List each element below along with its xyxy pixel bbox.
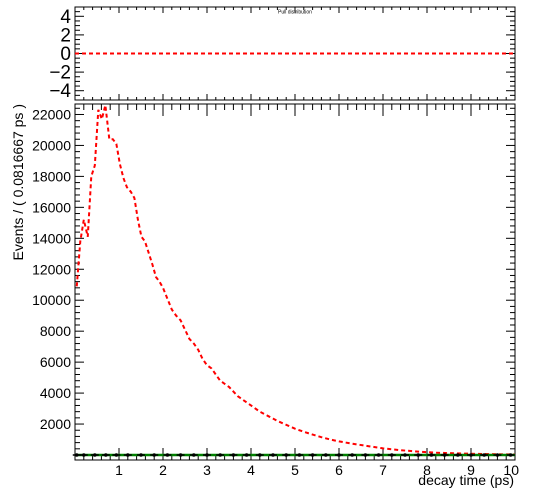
y-tick-label: 12000	[32, 261, 71, 277]
data-point	[74, 453, 79, 457]
y-tick-label: 18000	[32, 168, 71, 184]
data-point	[495, 453, 500, 457]
pull-y-tick-label: 4	[60, 7, 71, 28]
x-tick-label: 5	[291, 462, 299, 478]
data-point	[508, 453, 513, 457]
data-point	[271, 453, 275, 457]
data-point	[363, 453, 368, 457]
y-tick-label: 2000	[40, 416, 71, 432]
pull-y-tick-label: −4	[49, 81, 71, 102]
pull-y-tick-label: −2	[49, 63, 71, 84]
data-point	[218, 453, 222, 457]
data-point	[152, 453, 156, 457]
x-axis-label: decay time (ps)	[418, 472, 514, 488]
pull-y-tick-label: 2	[60, 25, 71, 46]
data-point	[456, 453, 460, 457]
y-tick-label: 8000	[40, 323, 71, 339]
data-point	[310, 453, 315, 457]
data-point	[376, 453, 381, 457]
data-point	[416, 453, 421, 457]
data-point	[390, 453, 394, 457]
data-point	[114, 453, 119, 457]
y-tick-label: 22000	[32, 106, 71, 122]
y-tick-label: 6000	[40, 354, 71, 370]
data-point	[231, 453, 236, 457]
data-point	[482, 453, 487, 457]
data-point	[297, 453, 302, 457]
pull-y-ticks: 420−2−4	[49, 6, 516, 102]
x-tick-label: 6	[335, 462, 343, 478]
x-tick-label: 8	[423, 462, 431, 478]
y-tick-label: 10000	[32, 292, 71, 308]
pull-y-tick-label: 0	[60, 44, 71, 65]
y-tick-label: 4000	[40, 385, 71, 401]
x-tick-label: 4	[247, 462, 255, 478]
data-point	[192, 453, 196, 457]
data-point	[442, 453, 447, 457]
data-point	[178, 453, 183, 457]
main-plot-frame	[74, 103, 516, 461]
data-point	[139, 453, 143, 457]
data-point	[244, 453, 249, 457]
data-point	[205, 453, 209, 457]
data-point	[82, 453, 86, 457]
pull-distribution-panel: Pull distribution 420−2−4	[49, 6, 516, 102]
data-point	[258, 453, 262, 457]
x-tick-label: 2	[159, 462, 167, 478]
data-point	[324, 453, 328, 457]
x-tick-label: 3	[203, 462, 211, 478]
y-axis-label: Events / ( 0.0816667 ps )	[10, 104, 26, 260]
data-point	[93, 453, 97, 457]
x-tick-label: 9	[467, 462, 475, 478]
data-point	[284, 453, 289, 457]
data-point	[165, 453, 170, 457]
x-tick-label: 7	[379, 462, 387, 478]
data-point	[429, 453, 434, 457]
data-point	[104, 453, 108, 457]
data-point	[469, 453, 473, 457]
y-tick-label: 20000	[32, 137, 71, 153]
main-axis-ticks: 2000 4000 6000 8000 10000 12000 14000 16000 1800…	[32, 104, 519, 478]
x-tick-label: 10	[503, 462, 519, 478]
main-series	[72, 104, 516, 457]
y-tick-label: 14000	[32, 230, 71, 246]
data-point	[350, 453, 355, 457]
y-tick-label: 16000	[32, 199, 71, 215]
data-point	[403, 453, 407, 457]
decay-time-panel: 2000 4000 6000 8000 10000 12000 14000 16000 1800…	[10, 103, 519, 488]
model-curve	[75, 104, 516, 456]
x-tick-label: 1	[115, 462, 123, 478]
data-point	[126, 453, 130, 457]
data-point	[337, 453, 341, 457]
